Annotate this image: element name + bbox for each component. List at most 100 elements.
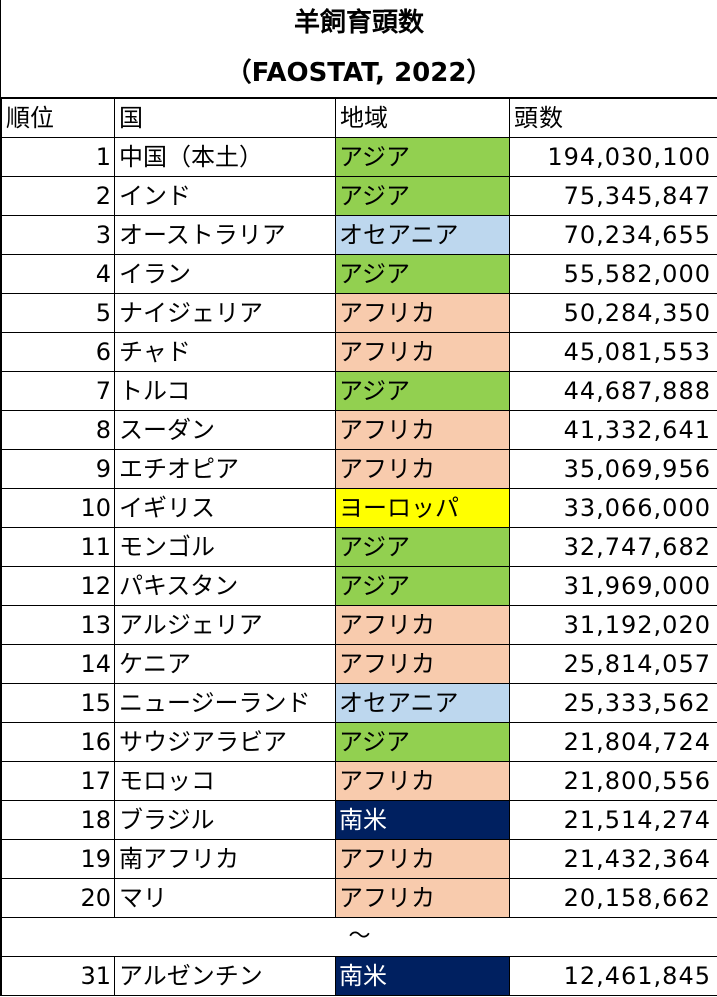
- region-cell[interactable]: アジア: [335, 566, 510, 606]
- rank-cell[interactable]: 1: [1, 137, 115, 177]
- country-cell[interactable]: ニュージーランド: [114, 683, 336, 723]
- table-row: 4 イラン アジア 55,582,000: [1, 254, 717, 294]
- rank-cell[interactable]: 4: [1, 254, 115, 294]
- count-cell[interactable]: 21,804,724: [509, 722, 717, 762]
- count-cell[interactable]: 50,284,350: [509, 293, 717, 333]
- ellipsis-cell[interactable]: ～: [1, 917, 717, 957]
- region-cell[interactable]: ヨーロッパ: [335, 488, 510, 528]
- count-cell[interactable]: 33,066,000: [509, 488, 717, 528]
- sheep-ranking-table: 順位 国 地域 頭数 1 中国（本土） アジア 194,030,100 2 インド アジア 7…: [1, 98, 717, 996]
- country-cell[interactable]: イラン: [114, 254, 336, 294]
- region-cell[interactable]: アジア: [335, 722, 510, 762]
- region-cell[interactable]: アフリカ: [335, 605, 510, 645]
- country-cell[interactable]: モンゴル: [114, 527, 336, 567]
- country-cell[interactable]: インド: [114, 176, 336, 216]
- country-cell[interactable]: チャド: [114, 332, 336, 372]
- header-row: 順位 国 地域 頭数: [1, 98, 717, 138]
- region-cell[interactable]: アジア: [335, 176, 510, 216]
- region-cell[interactable]: アジア: [335, 137, 510, 177]
- count-cell[interactable]: 21,432,364: [509, 839, 717, 879]
- count-cell[interactable]: 194,030,100: [509, 137, 717, 177]
- count-cell[interactable]: 55,582,000: [509, 254, 717, 294]
- rank-cell[interactable]: 10: [1, 488, 115, 528]
- country-cell[interactable]: パキスタン: [114, 566, 336, 606]
- count-cell[interactable]: 25,814,057: [509, 644, 717, 684]
- count-cell[interactable]: 31,192,020: [509, 605, 717, 645]
- country-cell[interactable]: オーストラリア: [114, 215, 336, 255]
- region-cell[interactable]: アフリカ: [335, 839, 510, 879]
- region-cell[interactable]: アジア: [335, 527, 510, 567]
- country-cell[interactable]: ケニア: [114, 644, 336, 684]
- rank-cell[interactable]: 3: [1, 215, 115, 255]
- country-cell[interactable]: アルジェリア: [114, 605, 336, 645]
- region-cell[interactable]: アフリカ: [335, 644, 510, 684]
- rank-cell[interactable]: 16: [1, 722, 115, 762]
- count-cell[interactable]: 31,969,000: [509, 566, 717, 606]
- country-cell[interactable]: マリ: [114, 878, 336, 918]
- rank-cell[interactable]: 5: [1, 293, 115, 333]
- region-cell[interactable]: アフリカ: [335, 878, 510, 918]
- count-cell[interactable]: 32,747,682: [509, 527, 717, 567]
- country-cell[interactable]: サウジアラビア: [114, 722, 336, 762]
- country-cell[interactable]: スーダン: [114, 410, 336, 450]
- table-row: 17 モロッコ アフリカ 21,800,556: [1, 761, 717, 801]
- rank-cell[interactable]: 12: [1, 566, 115, 606]
- rank-cell[interactable]: 18: [1, 800, 115, 840]
- country-cell[interactable]: アルゼンチン: [114, 956, 336, 996]
- rank-cell[interactable]: 7: [1, 371, 115, 411]
- count-cell[interactable]: 20,158,662: [509, 878, 717, 918]
- table-row: 18 ブラジル 南米 21,514,274: [1, 800, 717, 840]
- region-cell[interactable]: アフリカ: [335, 293, 510, 333]
- rank-cell[interactable]: 9: [1, 449, 115, 489]
- title-block: 羊飼育頭数 （FAOSTAT, 2022）: [1, 0, 717, 98]
- region-cell[interactable]: オセアニア: [335, 683, 510, 723]
- count-cell[interactable]: 75,345,847: [509, 176, 717, 216]
- country-cell[interactable]: ナイジェリア: [114, 293, 336, 333]
- region-cell[interactable]: アフリカ: [335, 449, 510, 489]
- country-cell[interactable]: トルコ: [114, 371, 336, 411]
- country-cell[interactable]: ブラジル: [114, 800, 336, 840]
- rank-cell[interactable]: 20: [1, 878, 115, 918]
- region-cell[interactable]: アフリカ: [335, 332, 510, 372]
- count-cell[interactable]: 45,081,553: [509, 332, 717, 372]
- region-cell[interactable]: アジア: [335, 254, 510, 294]
- rank-cell[interactable]: 2: [1, 176, 115, 216]
- header-region[interactable]: 地域: [335, 98, 510, 138]
- rank-cell[interactable]: 17: [1, 761, 115, 801]
- country-cell[interactable]: エチオピア: [114, 449, 336, 489]
- country-cell[interactable]: 南アフリカ: [114, 839, 336, 879]
- rank-cell[interactable]: 13: [1, 605, 115, 645]
- region-cell[interactable]: オセアニア: [335, 215, 510, 255]
- count-cell[interactable]: 70,234,655: [509, 215, 717, 255]
- region-cell[interactable]: 南米: [335, 956, 510, 996]
- count-cell[interactable]: 21,514,274: [509, 800, 717, 840]
- rank-cell[interactable]: 19: [1, 839, 115, 879]
- count-cell[interactable]: 12,461,845: [509, 956, 717, 996]
- rank-cell[interactable]: 31: [1, 956, 115, 996]
- table-row: 7 トルコ アジア 44,687,888: [1, 371, 717, 411]
- rank-cell[interactable]: 11: [1, 527, 115, 567]
- region-cell[interactable]: 南米: [335, 800, 510, 840]
- rank-cell[interactable]: 6: [1, 332, 115, 372]
- count-cell[interactable]: 21,800,556: [509, 761, 717, 801]
- country-cell[interactable]: イギリス: [114, 488, 336, 528]
- table-row: 10 イギリス ヨーロッパ 33,066,000: [1, 488, 717, 528]
- region-cell[interactable]: アフリカ: [335, 410, 510, 450]
- table-row: 6 チャド アフリカ 45,081,553: [1, 332, 717, 372]
- rank-cell[interactable]: 15: [1, 683, 115, 723]
- count-cell[interactable]: 41,332,641: [509, 410, 717, 450]
- region-cell[interactable]: アジア: [335, 371, 510, 411]
- table-subtitle-source: （FAOSTAT, 2022）: [225, 58, 493, 88]
- rank-cell[interactable]: 8: [1, 410, 115, 450]
- rank-cell[interactable]: 14: [1, 644, 115, 684]
- count-cell[interactable]: 35,069,956: [509, 449, 717, 489]
- count-cell[interactable]: 44,687,888: [509, 371, 717, 411]
- header-count[interactable]: 頭数: [509, 98, 717, 138]
- region-cell[interactable]: アフリカ: [335, 761, 510, 801]
- header-country[interactable]: 国: [114, 98, 336, 138]
- header-rank[interactable]: 順位: [1, 98, 115, 138]
- country-cell[interactable]: 中国（本土）: [114, 137, 336, 177]
- country-cell[interactable]: モロッコ: [114, 761, 336, 801]
- count-cell[interactable]: 25,333,562: [509, 683, 717, 723]
